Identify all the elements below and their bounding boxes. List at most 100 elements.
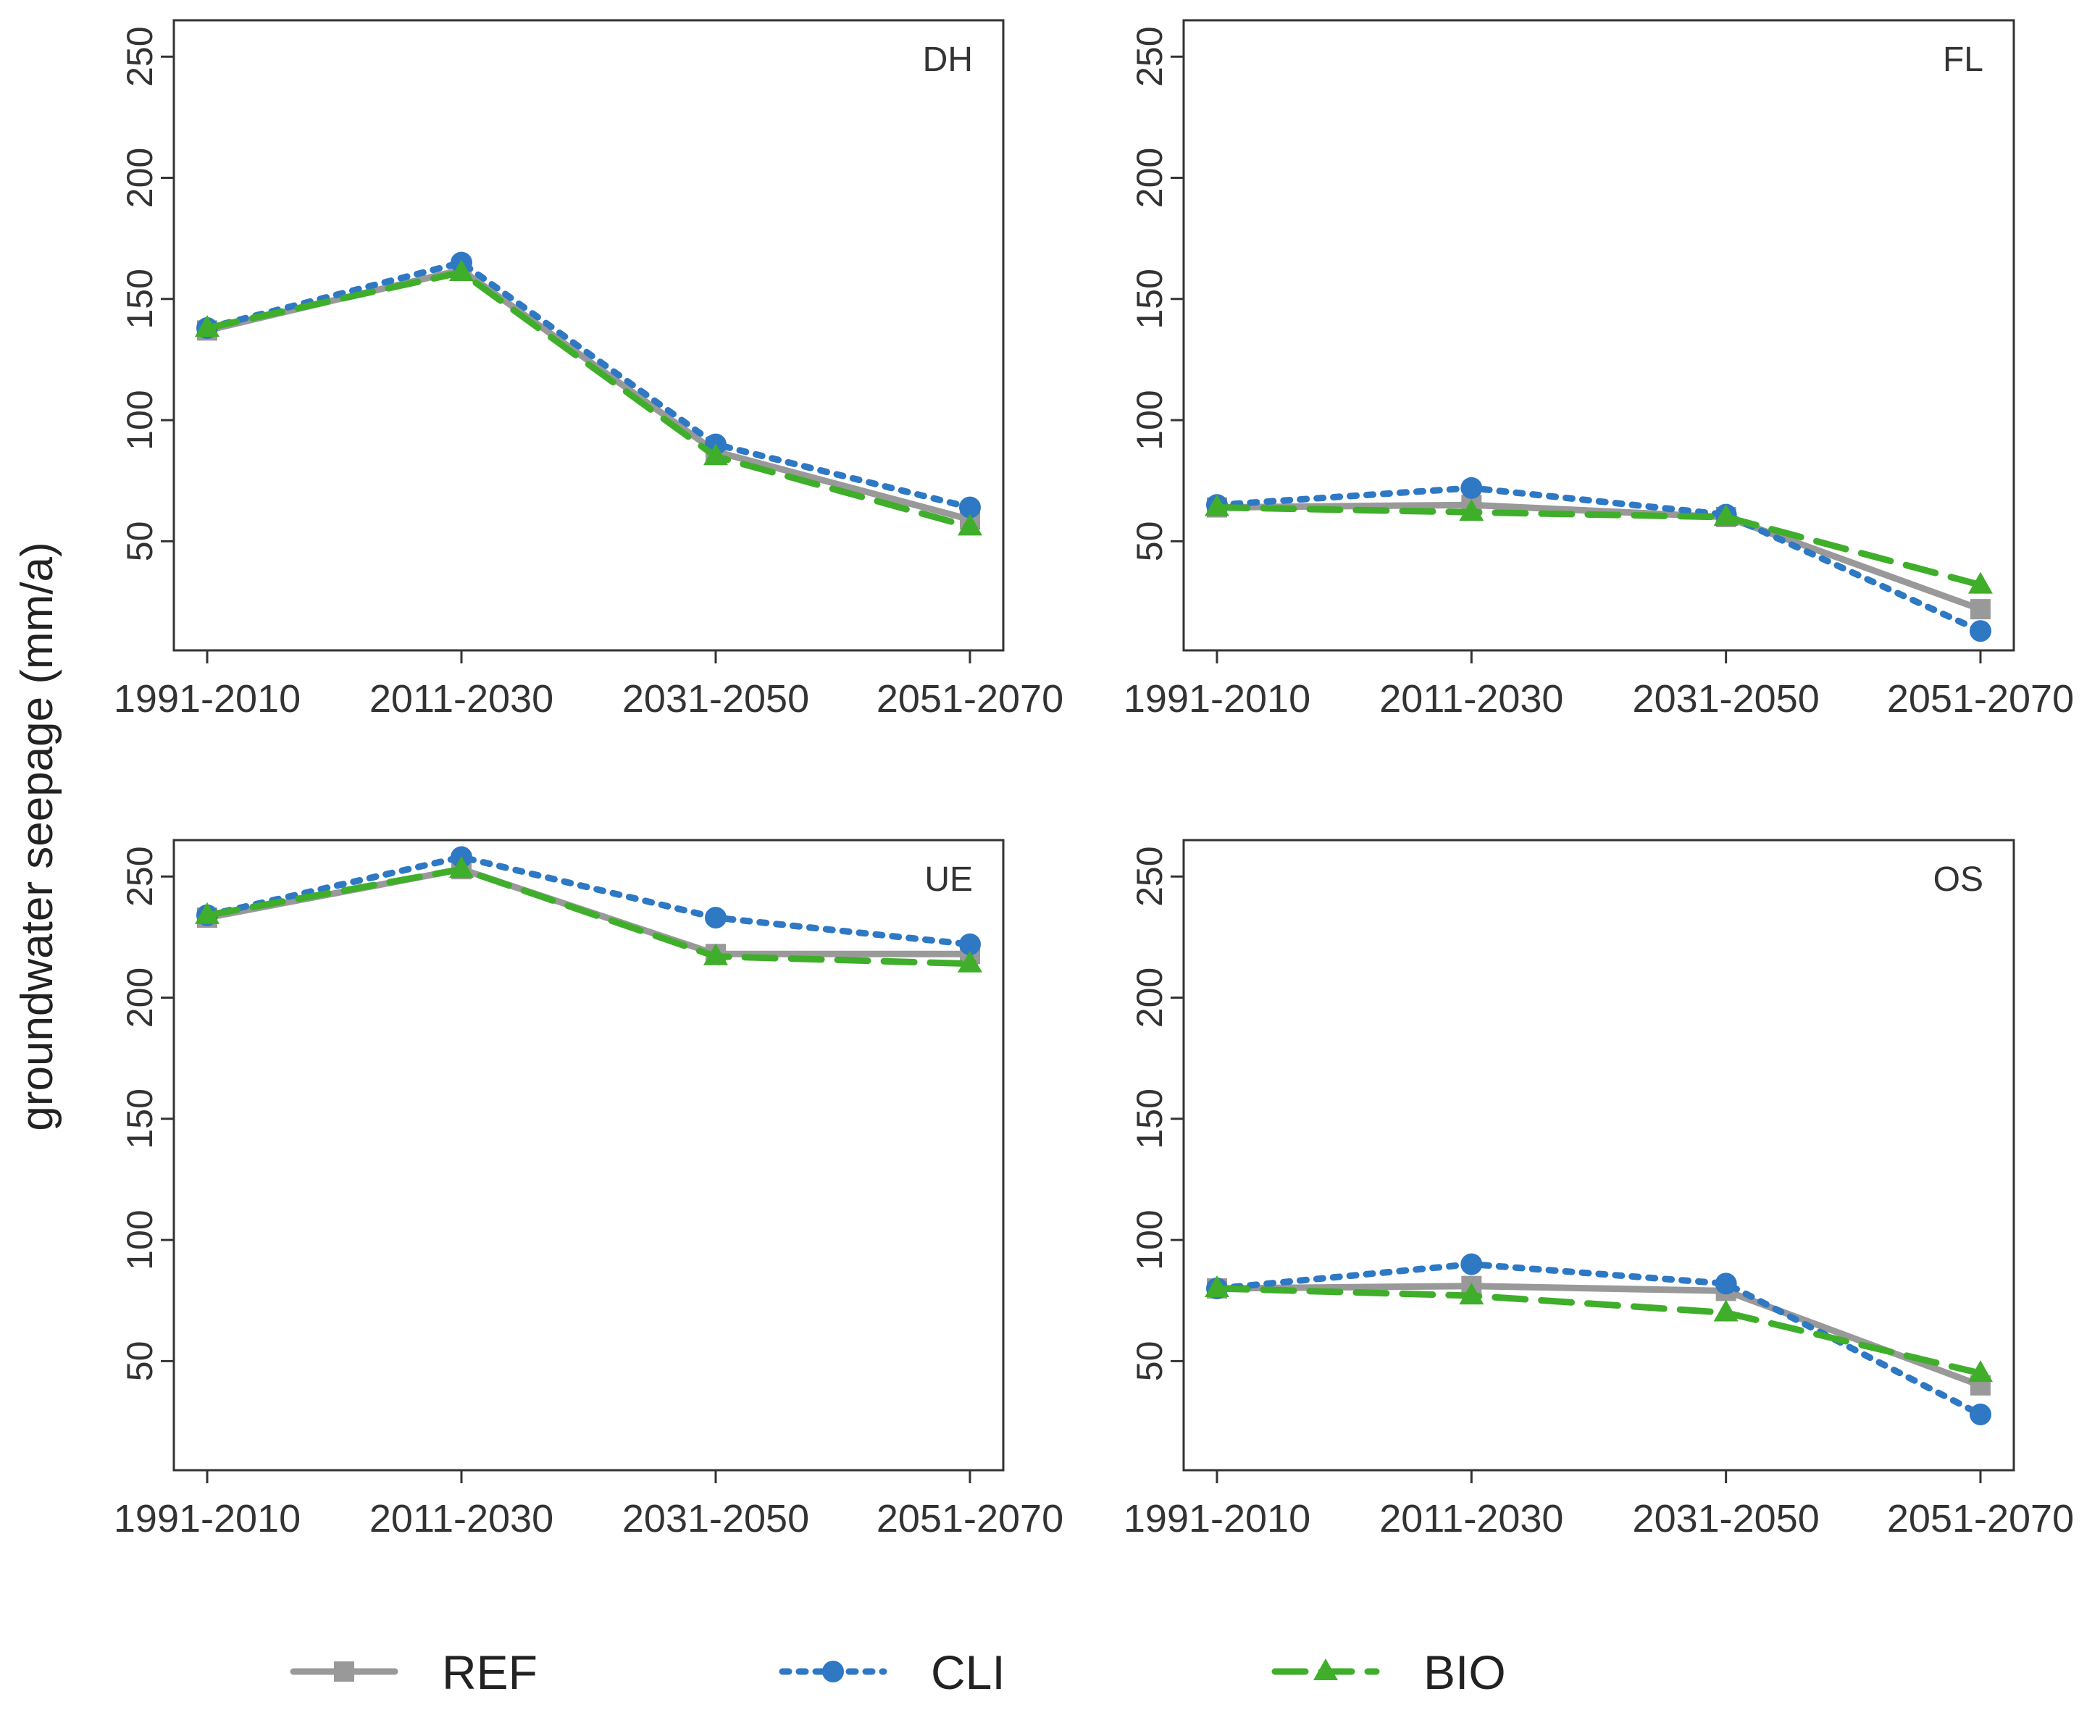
- data-point-bio: [1459, 499, 1484, 521]
- data-point-bio: [958, 513, 982, 536]
- y-tick-label: 250: [1129, 26, 1170, 86]
- y-tick-label: 50: [120, 521, 160, 562]
- panel-label: FL: [1943, 41, 1983, 79]
- plot-frame: [1182, 19, 2015, 652]
- y-tick-label: 100: [120, 1209, 160, 1270]
- y-tick-label: 200: [120, 148, 160, 208]
- data-point-bio: [449, 856, 474, 879]
- y-tick-label: 200: [1129, 968, 1170, 1028]
- series-bio: [1205, 1275, 1993, 1383]
- data-point-cli: [1460, 477, 1483, 499]
- series-bio: [195, 856, 982, 973]
- data-point-cli: [705, 907, 727, 929]
- y-tick-label: 150: [120, 269, 160, 329]
- data-point-ref: [1970, 599, 1991, 620]
- series-cli: [1206, 1253, 1991, 1426]
- data-point-cli: [1970, 1404, 1991, 1426]
- y-axis-label: groundwater seepage (mm/a): [12, 542, 62, 1131]
- y-tick-label: 100: [1129, 1209, 1170, 1270]
- panel-label: DH: [923, 41, 973, 79]
- series-line-bio: [1213, 1285, 1984, 1377]
- series-bio: [1205, 494, 1993, 594]
- x-tick-label: 1991-2010: [114, 677, 301, 721]
- series-cli: [196, 251, 981, 519]
- y-tick-label: 150: [1129, 1089, 1170, 1149]
- data-point-bio: [1205, 494, 1229, 516]
- y-tick-label: 50: [1129, 521, 1170, 562]
- legend: REF CLI BIO: [290, 1645, 1506, 1699]
- x-tick-label: 2031-2050: [622, 677, 809, 721]
- series-line-cli: [1213, 1261, 1984, 1418]
- series-line-ref: [204, 267, 974, 523]
- data-point-bio: [1713, 503, 1739, 526]
- panel-ue: 50 100 150 200 250 1991-2010 2011-2030 2031-205…: [114, 839, 1063, 1540]
- data-point-cli: [959, 933, 981, 955]
- series-ref: [197, 259, 980, 530]
- legend-item-ref: REF: [290, 1645, 537, 1699]
- y-tick-label: 200: [120, 968, 160, 1028]
- panels: 50 100 150 200 250 1991-2010 2011-2030 2031-205…: [114, 19, 2074, 1540]
- y-tick-label: 100: [120, 390, 160, 450]
- data-point-bio: [703, 443, 728, 466]
- legend-label-bio: BIO: [1423, 1645, 1506, 1699]
- legend-marker-cli: [822, 1661, 844, 1682]
- legend-label-cli: CLI: [931, 1645, 1005, 1699]
- x-tick-label: 2051-2070: [877, 1497, 1063, 1540]
- data-point-bio: [195, 902, 219, 924]
- series-line-cli: [204, 259, 974, 511]
- x-tick-label: 2051-2070: [1887, 677, 2074, 721]
- x-tick-label: 2031-2050: [1633, 677, 1820, 721]
- x-tick-label: 2011-2030: [1379, 1497, 1563, 1540]
- series-line-cli: [1213, 485, 1984, 634]
- legend-item-cli: CLI: [779, 1645, 1005, 1699]
- plot-frame: [172, 839, 1005, 1472]
- data-point-bio: [1459, 1283, 1484, 1305]
- data-point-bio: [958, 950, 982, 973]
- data-point-bio: [1205, 1275, 1229, 1298]
- data-point-cli: [959, 496, 981, 519]
- plot-frame: [172, 19, 1005, 652]
- panel-dh: 50 100 150 200 250 1991-2010 2011-2030 2031-205…: [114, 19, 1063, 721]
- data-point-bio: [195, 314, 219, 337]
- panel-label: UE: [924, 860, 973, 899]
- panel-fl: 50 100 150 200 250 1991-2010 2011-2030 2031-205…: [1124, 19, 2074, 721]
- plot-frame: [1182, 839, 2015, 1472]
- panel-label: OS: [1933, 860, 1983, 899]
- data-point-cli: [1715, 1272, 1737, 1295]
- x-tick-label: 2051-2070: [1887, 1497, 2074, 1540]
- legend-marker-bio: [1313, 1659, 1338, 1680]
- series-bio: [195, 259, 982, 536]
- series-line-bio: [204, 269, 974, 530]
- data-point-bio: [1968, 571, 1993, 594]
- y-tick-label: 50: [1129, 1341, 1170, 1382]
- x-tick-label: 2051-2070: [877, 677, 1063, 721]
- y-tick-label: 200: [1129, 148, 1170, 208]
- series-line-ref: [1213, 1283, 1984, 1389]
- y-tick-label: 250: [1129, 846, 1170, 906]
- series-cli: [196, 846, 981, 955]
- x-tick-label: 2031-2050: [622, 1497, 809, 1540]
- y-tick-label: 150: [120, 1089, 160, 1149]
- data-point-bio: [1968, 1360, 1993, 1383]
- y-tick-label: 100: [1129, 390, 1170, 450]
- data-point-bio: [703, 943, 728, 965]
- panel-os: 50 100 150 200 250 1991-2010 2011-2030 2031-205…: [1124, 839, 2074, 1540]
- y-tick-label: 250: [120, 26, 160, 86]
- legend-label-ref: REF: [442, 1645, 537, 1699]
- data-point-cli: [1970, 620, 1991, 642]
- x-tick-label: 2011-2030: [1379, 677, 1563, 721]
- x-tick-label: 1991-2010: [114, 1497, 301, 1540]
- series-line-bio: [1213, 504, 1984, 589]
- data-point-bio: [1713, 1299, 1739, 1322]
- series-line-cli: [204, 853, 974, 948]
- y-tick-label: 150: [1129, 269, 1170, 329]
- legend-item-bio: BIO: [1271, 1645, 1506, 1699]
- series-line-bio: [204, 865, 974, 968]
- x-tick-label: 2011-2030: [369, 677, 553, 721]
- x-tick-label: 1991-2010: [1124, 1497, 1310, 1540]
- y-tick-label: 250: [120, 846, 160, 906]
- legend-marker-ref: [334, 1661, 354, 1682]
- x-tick-label: 2031-2050: [1633, 1497, 1820, 1540]
- y-tick-label: 50: [120, 1341, 160, 1382]
